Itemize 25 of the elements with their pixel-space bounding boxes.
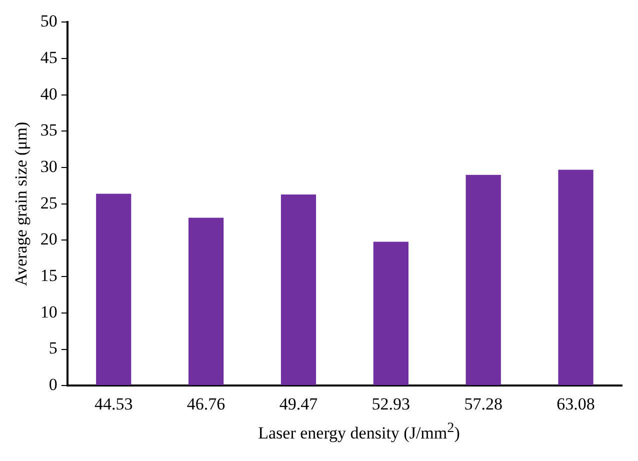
y-axis-title: Average grain size (μm) xyxy=(12,122,31,286)
y-tick-label: 50 xyxy=(40,12,58,31)
x-tick-label: 49.47 xyxy=(279,394,318,414)
y-tick-label: 30 xyxy=(40,157,58,176)
x-tick-label: 63.08 xyxy=(556,394,595,414)
bar xyxy=(558,170,594,386)
bar xyxy=(96,194,132,386)
y-tick-label: 0 xyxy=(48,375,58,394)
y-tick-label: 10 xyxy=(40,302,58,322)
x-tick-label: 46.76 xyxy=(186,394,226,414)
x-tick-label: 52.93 xyxy=(372,394,410,414)
bar xyxy=(373,242,408,386)
x-tick-label: 44.53 xyxy=(94,394,133,414)
bar xyxy=(280,194,316,386)
y-tick-label: 25 xyxy=(40,193,58,212)
bar xyxy=(466,174,501,386)
y-tick-label: 35 xyxy=(40,120,58,140)
y-tick-label: 15 xyxy=(40,266,58,286)
x-axis-title: Laser energy density (J/mm$^{2}$) xyxy=(257,420,461,444)
x-tick-label: 57.28 xyxy=(464,394,502,414)
y-tick-label: 20 xyxy=(40,230,58,249)
y-tick-label: 40 xyxy=(40,84,58,104)
bar xyxy=(188,218,224,386)
y-tick-label: 5 xyxy=(48,338,58,358)
y-tick-label: 45 xyxy=(40,48,58,68)
